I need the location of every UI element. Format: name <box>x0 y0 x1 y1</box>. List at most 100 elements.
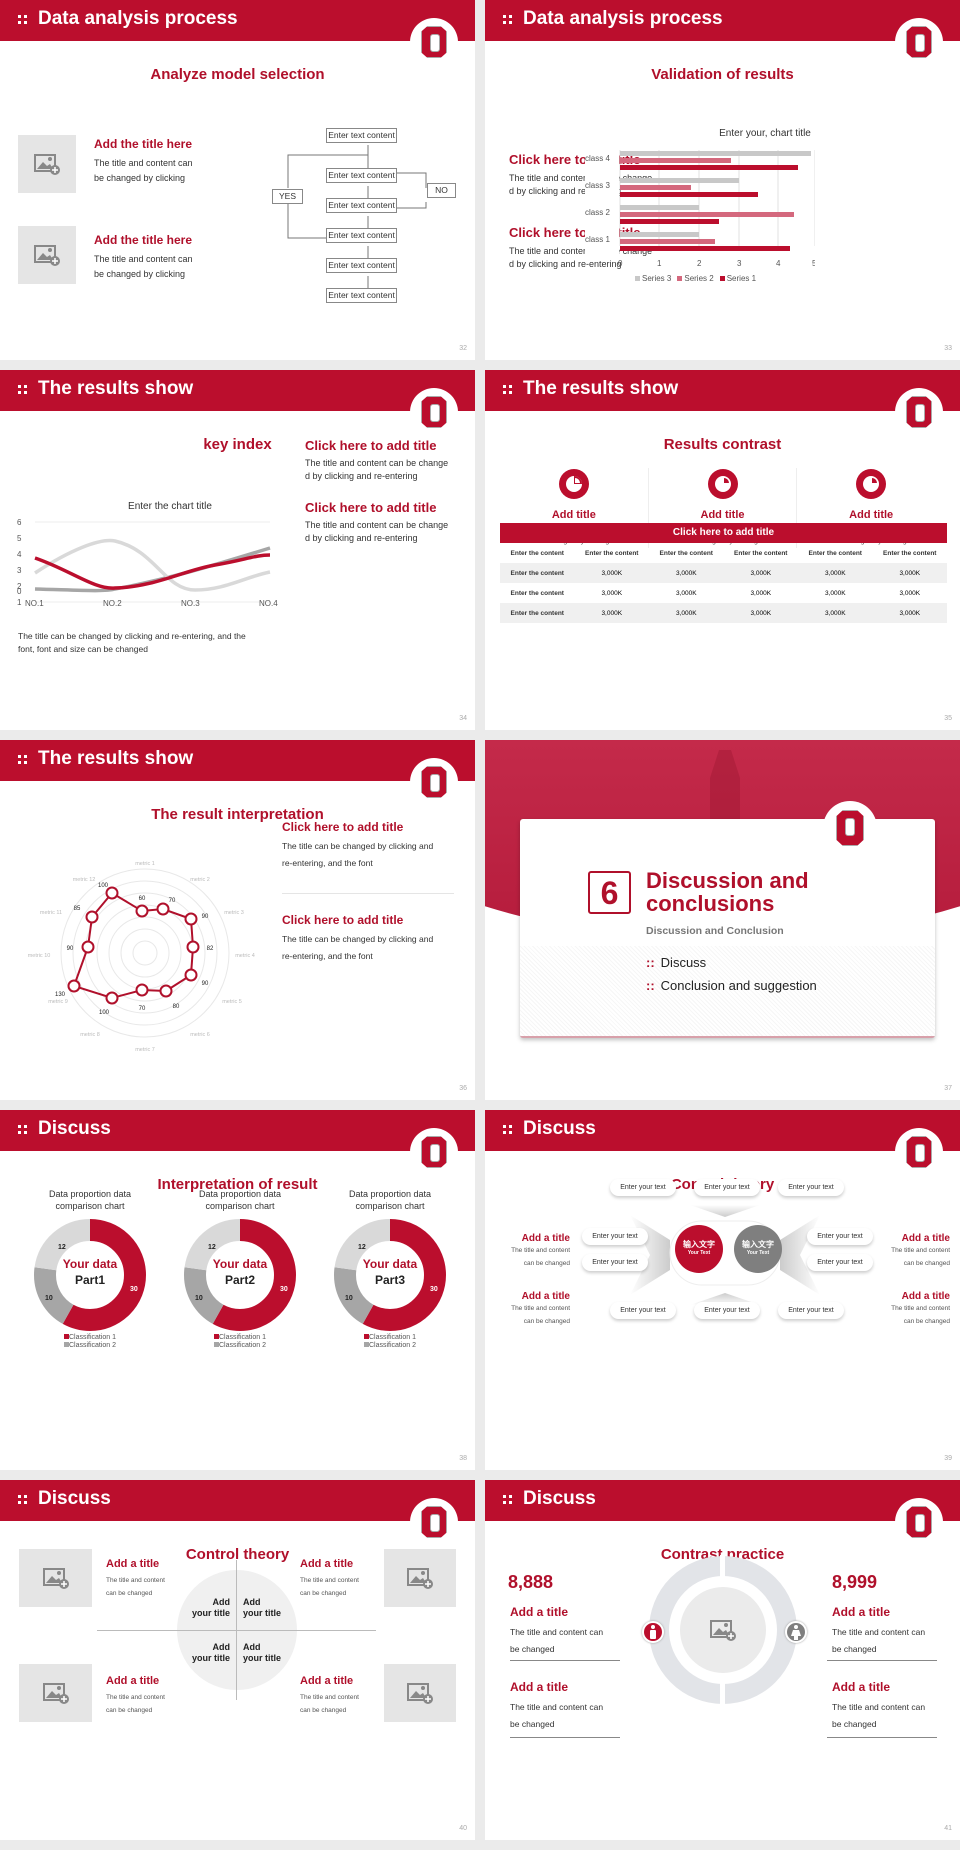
svg-text:class 1: class 1 <box>585 235 610 244</box>
bullet-item[interactable]: :: Conclusion and suggestion <box>646 978 817 993</box>
center-circle-red[interactable]: 输入文字 Your Text <box>675 1225 723 1273</box>
text-pill[interactable]: Enter your text <box>807 1228 873 1245</box>
svg-text:130: 130 <box>55 992 66 998</box>
flow-box[interactable]: Enter text content <box>326 258 397 273</box>
svg-text:5: 5 <box>17 534 22 543</box>
svg-text:class 2: class 2 <box>585 208 610 217</box>
flow-yes-label: YES <box>272 189 303 204</box>
text-pill[interactable]: Enter your text <box>778 1302 844 1319</box>
page-number: 37 <box>944 1085 952 1092</box>
svg-text:metric 12: metric 12 <box>73 877 96 883</box>
svg-text:12: 12 <box>208 1244 216 1251</box>
quadrant-label[interactable]: Add your title <box>243 1597 282 1618</box>
slide-header: Data analysis process <box>485 0 960 41</box>
svg-text:metric 4: metric 4 <box>235 953 255 959</box>
slide-33[interactable]: Data analysis process Validation of resu… <box>485 0 960 360</box>
table-title[interactable]: Click here to add title <box>500 523 947 543</box>
section-bullets: :: Discuss :: Conclusion and suggestion <box>646 951 817 997</box>
image-placeholder[interactable] <box>19 1664 92 1722</box>
slide-40[interactable]: Discuss Control theory Add your title Add… <box>0 1480 475 1840</box>
svg-text:60: 60 <box>139 896 146 902</box>
flow-box[interactable]: Enter text content <box>326 228 397 243</box>
quadrant-label[interactable]: Add your title <box>191 1597 230 1618</box>
svg-text:2: 2 <box>697 259 702 268</box>
svg-text:12: 12 <box>358 1244 366 1251</box>
slide-header: Discuss <box>485 1110 960 1151</box>
donut-chart: Data proportion data comparison chart 12 1… <box>184 1189 296 1349</box>
text-pill[interactable]: Enter your text <box>582 1254 648 1271</box>
svg-text:metric 10: metric 10 <box>28 953 51 959</box>
block-o-logo-icon <box>410 1128 458 1176</box>
block-o-logo-icon <box>895 388 943 436</box>
page-number: 40 <box>459 1825 467 1832</box>
slide-35[interactable]: The results show Results contrast Add ti… <box>485 370 960 730</box>
svg-text:90: 90 <box>202 981 209 987</box>
grid-dots-icon <box>503 1125 513 1135</box>
image-placeholder[interactable] <box>19 1549 92 1607</box>
svg-text:90: 90 <box>67 946 74 952</box>
slide-36[interactable]: The results show The result interpretati… <box>0 740 475 1100</box>
svg-text:metric 3: metric 3 <box>224 910 244 916</box>
side-item[interactable]: Add a title The title and content can be c… <box>511 1233 570 1267</box>
image-placeholder[interactable] <box>18 226 76 284</box>
text-pill[interactable]: Enter your text <box>694 1179 760 1196</box>
flow-box[interactable]: Enter text content <box>326 128 397 143</box>
text-pill[interactable]: Enter your text <box>582 1228 648 1245</box>
slide-38[interactable]: Discuss Interpretation of result Data pr… <box>0 1110 475 1470</box>
text-pill[interactable]: Enter your text <box>778 1179 844 1196</box>
text-pill[interactable]: Enter your text <box>610 1179 676 1196</box>
vertical-axis <box>236 1560 237 1700</box>
side-item[interactable]: Add a title The title and content can be c… <box>891 1291 950 1325</box>
slide-title: Analyze model selection <box>150 66 325 83</box>
svg-text:metric 6: metric 6 <box>190 1032 210 1038</box>
block-o-logo-icon <box>410 18 458 66</box>
bullet-item[interactable]: :: Discuss <box>646 955 707 970</box>
female-icon <box>785 1621 807 1643</box>
flow-box[interactable]: Enter text content <box>326 198 397 213</box>
add-image-icon <box>407 1683 433 1704</box>
text-pill[interactable]: Enter your text <box>807 1254 873 1271</box>
chart-title: Enter your, chart title <box>719 128 811 139</box>
section-number: 6 <box>588 871 631 914</box>
image-placeholder[interactable] <box>384 1549 456 1607</box>
svg-text:10: 10 <box>45 1295 53 1302</box>
svg-text:class 3: class 3 <box>585 181 610 190</box>
page-number: 33 <box>944 345 952 352</box>
svg-text:30: 30 <box>430 1286 438 1293</box>
donut-charts: Data proportion data comparison chart 12 1… <box>20 1188 460 1350</box>
page-number: 34 <box>459 715 467 722</box>
svg-text:metric 8: metric 8 <box>80 1032 100 1038</box>
pie-chart-icon <box>707 469 738 499</box>
quadrant-label[interactable]: Add your title <box>243 1642 282 1663</box>
text-pill[interactable]: Enter your text <box>610 1302 676 1319</box>
svg-text:2: 2 <box>17 582 22 591</box>
block-o-logo-icon <box>410 758 458 806</box>
flow-box[interactable]: Enter text content <box>326 288 397 303</box>
divider <box>282 893 454 894</box>
svg-text:3: 3 <box>737 259 742 268</box>
slide-41[interactable]: Discuss Contrast practice 8,888 8,999 Ad… <box>485 1480 960 1840</box>
chart-title: Enter the chart title <box>128 501 212 512</box>
page-number: 35 <box>944 715 952 722</box>
slide-header: Discuss <box>0 1480 475 1521</box>
image-placeholder[interactable] <box>384 1664 456 1722</box>
svg-text:90: 90 <box>202 914 209 920</box>
svg-text:12: 12 <box>58 1244 66 1251</box>
slide-37-section[interactable]: 6 Discussion and conclusions Discussion a… <box>485 740 960 1100</box>
side-item[interactable]: Add a title The title and content can be c… <box>891 1233 950 1267</box>
flow-box[interactable]: Enter text content <box>326 168 397 183</box>
side-item[interactable]: Add a title The title and content can be c… <box>511 1291 570 1325</box>
quadrant-label[interactable]: Add your title <box>191 1642 230 1663</box>
slide-34[interactable]: The results show key index Enter the cha… <box>0 370 475 730</box>
image-placeholder[interactable] <box>18 135 76 193</box>
page-number: 38 <box>459 1455 467 1462</box>
grid-dots-icon <box>18 755 28 765</box>
svg-text:70: 70 <box>139 1006 146 1012</box>
center-circle-gray[interactable]: 输入文字 Your Text <box>734 1225 782 1273</box>
slide-32[interactable]: Data analysis process Analyze model sele… <box>0 0 475 360</box>
svg-text:metric 1: metric 1 <box>135 861 155 867</box>
add-image-icon <box>710 1620 736 1641</box>
text-pill[interactable]: Enter your text <box>694 1302 760 1319</box>
block-o-logo-icon <box>895 1498 943 1546</box>
